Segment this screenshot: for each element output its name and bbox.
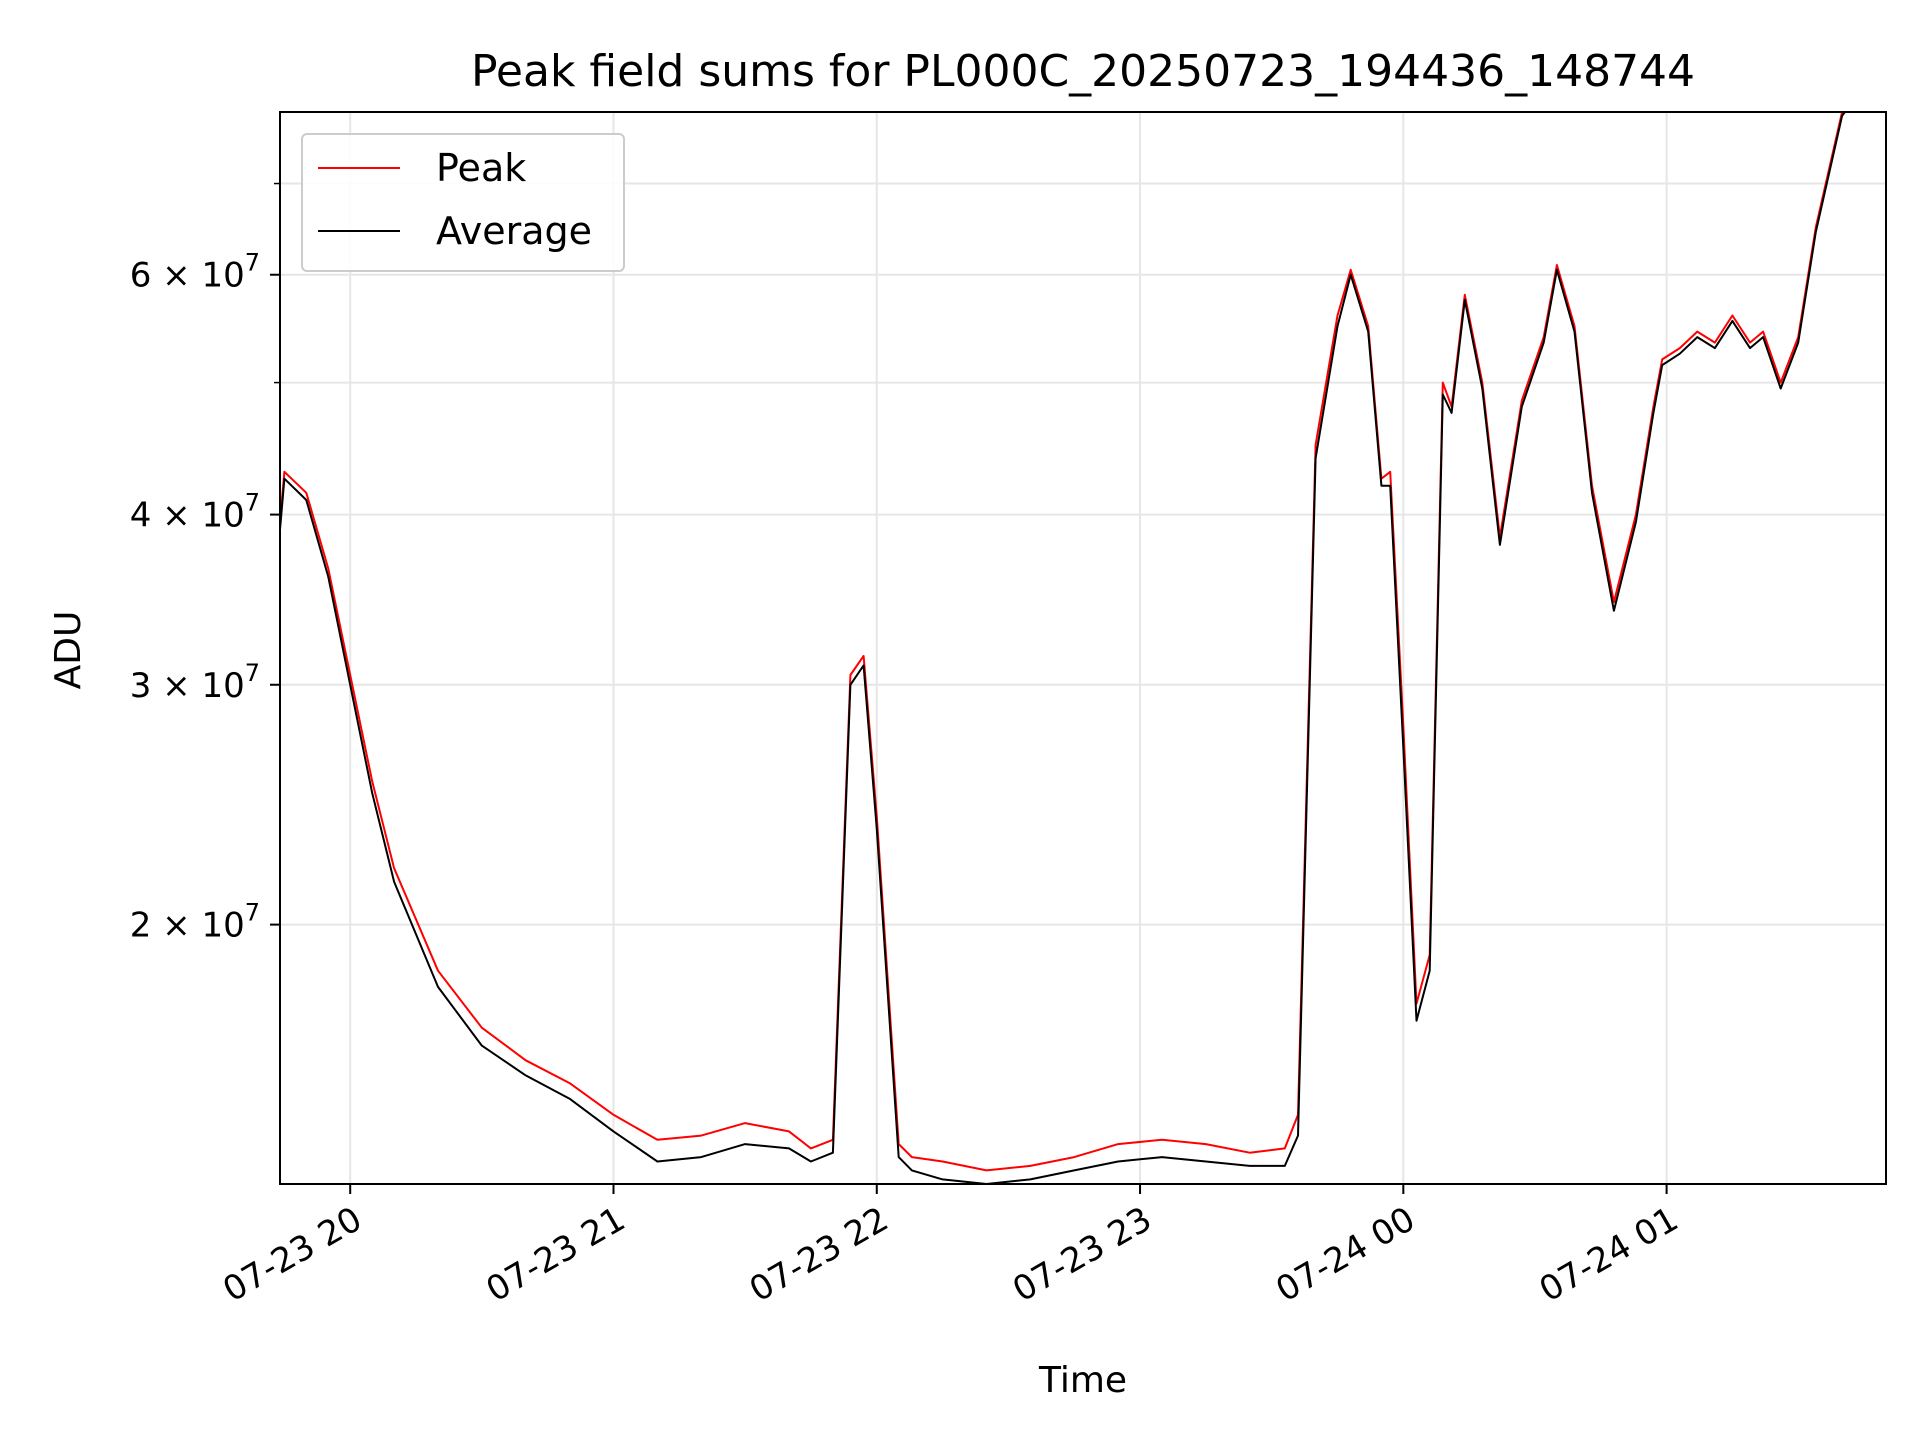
y-tick-label: 6 × 107	[130, 249, 260, 296]
series-layer	[280, 112, 1847, 1184]
plot-area-frame	[279, 111, 1887, 1185]
peak-series-line	[280, 112, 1844, 1172]
legend-label-average: Average	[436, 209, 592, 253]
y-tick-label: 4 × 107	[130, 489, 260, 536]
legend-label-peak: Peak	[436, 146, 526, 190]
chart-title: Peak field sums for PL000C_20250723_1944…	[471, 46, 1695, 97]
y-axis-ticks: 2 × 107 3 × 107 4 × 107 6 × 107	[130, 182, 280, 946]
average-series-line	[280, 112, 1847, 1184]
y-tick-label: 3 × 107	[130, 659, 260, 706]
grid	[280, 112, 1886, 1184]
x-axis-label: Time	[1038, 1360, 1127, 1401]
y-axis-label: ADU	[48, 611, 89, 690]
y-tick-label: 2 × 107	[130, 899, 260, 946]
legend: Peak Average	[301, 133, 625, 272]
